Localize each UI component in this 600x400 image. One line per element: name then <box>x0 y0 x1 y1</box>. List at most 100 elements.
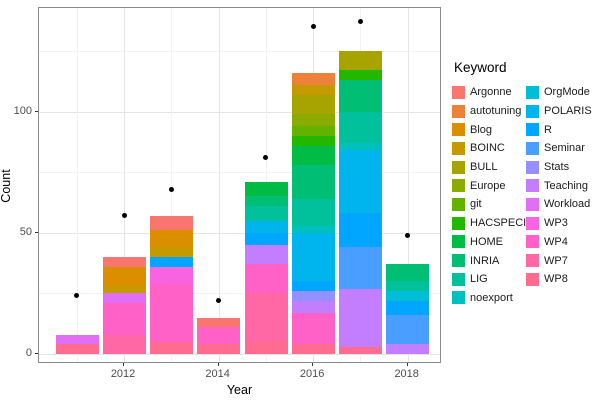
bar-segment-HOME <box>245 182 288 196</box>
bar-segment-INRIA <box>339 80 382 112</box>
legend-item-HOME: HOME <box>452 233 526 252</box>
bar-segment-Stats <box>292 291 335 301</box>
gridline-y-major <box>39 354 440 355</box>
bar-segment-Blog <box>103 267 146 286</box>
legend-item-Stats: Stats <box>526 158 598 177</box>
bar-segment-R <box>339 213 382 247</box>
legend-column: Argonne autotuning Blog BOINC BULL Europe git H… <box>452 83 534 307</box>
bar-segment-Europe <box>292 114 335 126</box>
legend-label: WP8 <box>544 273 568 286</box>
legend-swatch-OrgMode <box>526 85 539 99</box>
bar-segment-Argonne <box>103 257 146 267</box>
legend-label: git <box>470 198 482 211</box>
bar-segment-BOINC <box>292 85 335 95</box>
legend-item-Blog: Blog <box>452 120 526 139</box>
legend-swatch-autotuning <box>452 104 465 118</box>
legend-label: WP3 <box>544 217 568 230</box>
legend-label: Europe <box>470 179 506 192</box>
bar-segment-BULL <box>339 51 382 70</box>
x-tick-mark <box>218 363 219 366</box>
bar-segment-WP8 <box>197 344 240 354</box>
legend-swatch-POLARIS <box>526 104 539 118</box>
legend-item-Seminar: Seminar <box>526 139 598 158</box>
legend-item-WP4: WP4 <box>526 233 598 252</box>
legend-label: WP7 <box>544 254 568 267</box>
legend-item-OrgMode: OrgMode <box>526 83 598 102</box>
bar-segment-WP4 <box>197 327 240 344</box>
bar-segment-INRIA <box>386 264 429 281</box>
legend-swatch-Argonne <box>452 85 465 99</box>
legend-title: Keyword <box>454 60 507 75</box>
bar-segment-WP4 <box>103 303 146 335</box>
gridline-x-minor <box>76 8 78 362</box>
legend-label: Argonne <box>470 86 512 99</box>
legend-item-Workload: Workload <box>526 195 598 214</box>
legend-swatch-WP7 <box>526 254 539 268</box>
legend-label: OrgMode <box>544 86 590 99</box>
legend-label: POLARIS <box>544 105 592 118</box>
legend-label: HOME <box>470 235 503 248</box>
bar-segment-OrgMode <box>386 291 429 301</box>
legend-columns: Argonne autotuning Blog BOINC BULL Europe git H… <box>452 83 598 307</box>
y-tick-label: 50 <box>19 225 32 238</box>
bar-segment-WP8 <box>56 344 99 354</box>
bar-segment-WP7 <box>245 293 288 342</box>
bar-segment-R <box>292 281 335 291</box>
legend-swatch-WP3 <box>526 216 539 230</box>
bar-segment-HOME <box>292 146 335 165</box>
x-tick-mark <box>123 363 124 366</box>
legend-label: noexport <box>470 291 513 304</box>
x-tick-label: 2016 <box>299 368 325 380</box>
legend-label: Blog <box>470 123 493 136</box>
bar-segment-Teaching <box>339 289 382 347</box>
bar-segment-R <box>150 257 193 267</box>
legend-swatch-Workload <box>526 197 539 211</box>
legend-swatch-HACSPECIS <box>452 216 465 230</box>
legend-swatch-WP8 <box>526 272 539 286</box>
bar-segment-Argonne <box>197 318 240 327</box>
data-point <box>310 24 316 30</box>
legend-item-R: R <box>526 120 598 139</box>
bar-segment-LIG <box>339 112 382 143</box>
legend-item-Argonne: Argonne <box>452 83 526 102</box>
bar-segment-BOINC <box>103 286 146 293</box>
bar-segment-HACSPECIS <box>292 136 335 146</box>
y-tick-label: 100 <box>13 104 32 117</box>
legend-label: LIG <box>470 273 488 286</box>
legend-item-INRIA: INRIA <box>452 251 526 270</box>
data-point <box>216 298 222 304</box>
bar-segment-Argonne <box>150 216 193 230</box>
legend-label: HACSPECIS <box>470 217 534 230</box>
legend-label: Seminar <box>544 142 585 155</box>
data-point <box>263 155 269 161</box>
bar-segment-Blog <box>150 230 193 247</box>
legend-swatch-noexport <box>452 291 465 305</box>
x-tick-mark <box>312 363 313 366</box>
bar-segment-git <box>292 126 335 136</box>
legend-swatch-Stats <box>526 160 539 174</box>
legend-swatch-Blog <box>452 123 465 137</box>
legend-item-LIG: LIG <box>452 270 526 289</box>
bar-segment-R <box>386 301 429 315</box>
gridline-x-major <box>218 8 220 362</box>
data-point <box>74 293 80 299</box>
legend-item-WP3: WP3 <box>526 214 598 233</box>
legend-swatch-R <box>526 123 539 137</box>
bar-segment-noexport <box>292 226 335 233</box>
legend-item-BOINC: BOINC <box>452 139 526 158</box>
bar-segment-Workload <box>103 293 146 303</box>
bar-segment-LIG <box>245 206 288 221</box>
bar-segment-Seminar <box>386 315 429 344</box>
x-tick-mark <box>407 363 408 366</box>
y-tick-label: 0 <box>25 347 32 359</box>
legend-swatch-INRIA <box>452 254 465 268</box>
legend-item-HACSPECIS: HACSPECIS <box>452 214 534 233</box>
bar-segment-LIG <box>386 281 429 291</box>
bar-segment-POLARIS <box>339 150 382 213</box>
data-point <box>121 213 127 219</box>
y-axis-title: Count <box>0 169 13 203</box>
legend: Keyword Argonne autotuning Blog BOINC BULL Eu… <box>452 60 598 307</box>
x-axis-title: Year <box>226 383 253 397</box>
bar-segment-WP8 <box>150 342 193 354</box>
